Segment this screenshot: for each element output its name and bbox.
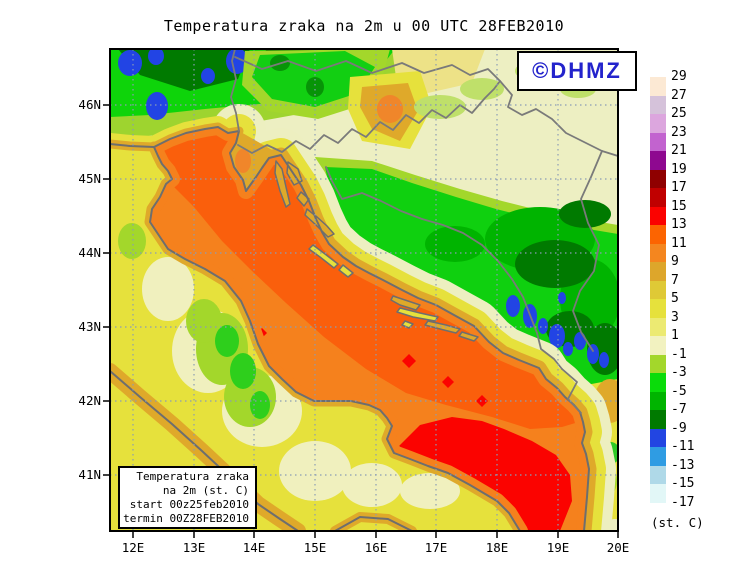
colorbar-swatch — [650, 428, 666, 447]
map-frame — [103, 48, 619, 538]
colorbar-boundary-label: 9 — [671, 254, 679, 269]
lon-tick-label: 19E — [546, 540, 570, 555]
lat-tick-label: 43N — [78, 319, 101, 334]
dhmz-logo-text: ©DHMZ — [532, 58, 622, 83]
lon-tick-label: 14E — [242, 540, 266, 555]
colorbar-boundary-label: -7 — [671, 402, 687, 417]
lon-tick-label: 13E — [182, 540, 206, 555]
forecast-info-line: termin 00Z28FEB2010 — [123, 512, 249, 525]
colorbar-swatch — [650, 132, 666, 151]
colorbar-swatch — [650, 169, 666, 188]
colorbar-boundary-label: -17 — [671, 494, 695, 510]
temperature-colorbar: 29 27 25 23 21 19 17 15 13 11 9 7 5 3 1 -1 -3 -5 -7 -9 -11 -1… — [650, 69, 710, 510]
colorbar-swatch — [650, 280, 666, 299]
colorbar-boundary-label: 27 — [671, 87, 687, 103]
colorbar-swatch — [650, 206, 666, 225]
colorbar-boundary-label: -9 — [671, 420, 687, 436]
forecast-info-line: Temperatura zraka — [136, 470, 249, 483]
colorbar-boundary-label: 13 — [671, 217, 687, 232]
axis-ticks — [103, 104, 619, 538]
colorbar-swatch — [650, 354, 666, 373]
lat-tick-label: 46N — [78, 97, 101, 112]
colorbar-boundary-label: -13 — [671, 457, 695, 473]
grid-layer — [110, 49, 618, 531]
colorbar-boundary-label: 23 — [671, 124, 687, 140]
forecast-info-box: Temperatura zraka na 2m (st. C) start 00… — [118, 466, 257, 529]
map-graphic — [103, 48, 619, 538]
colorbar-boundary-label: 1 — [671, 328, 679, 343]
colorbar-unit-label: (st. C) — [651, 515, 704, 530]
border-layer — [230, 49, 618, 414]
forecast-info-line: start 00z25feb2010 — [129, 498, 249, 511]
colorbar-boundary-label: 17 — [671, 180, 687, 195]
colorbar-boundary-label: 25 — [671, 106, 687, 121]
colorbar-boundary-label: 7 — [671, 272, 679, 288]
colorbar-swatch — [650, 151, 666, 170]
colorbar-swatch — [650, 410, 666, 429]
lat-tick-label: 45N — [78, 171, 101, 186]
colorbar-swatch — [650, 336, 666, 355]
lat-tick-label: 42N — [78, 393, 101, 408]
lat-tick-label: 44N — [78, 245, 101, 260]
lon-tick-label: 18E — [485, 540, 509, 555]
colorbar-boundary-label: 15 — [671, 198, 687, 214]
colorbar-boundary-label: -3 — [671, 365, 687, 380]
lon-tick-label: 16E — [364, 540, 388, 555]
colorbar-swatch — [650, 114, 666, 133]
colorbar-swatch — [650, 95, 666, 114]
colorbar-swatch — [650, 391, 666, 410]
lon-tick-label: 15E — [303, 540, 327, 555]
lon-tick-label: 20E — [606, 540, 630, 555]
dhmz-logo: ©DHMZ — [517, 51, 637, 91]
colorbar-swatch — [650, 243, 666, 262]
colorbar-boundary-label: 21 — [671, 143, 687, 158]
colorbar-swatch — [650, 484, 666, 503]
colorbar-swatch — [650, 299, 666, 318]
colorbar-swatch — [650, 225, 666, 244]
colorbar-boundary-label: -11 — [671, 439, 695, 454]
colorbar-boundary-label: 29 — [671, 69, 687, 84]
lon-tick-label: 12E — [121, 540, 145, 555]
lon-tick-label: 17E — [424, 540, 448, 555]
colorbar-boundary-label: -1 — [671, 346, 687, 362]
colorbar-boundary-label: -15 — [671, 476, 695, 491]
colorbar-swatch — [650, 465, 666, 484]
colorbar-swatch — [650, 447, 666, 466]
colorbar-boundary-label: 11 — [671, 235, 687, 251]
forecast-info-line: na 2m (st. C) — [162, 484, 249, 497]
colorbar-boundary-label: 19 — [671, 161, 687, 177]
colorbar-boundary-label: 5 — [671, 291, 679, 306]
colorbar-swatch — [650, 188, 666, 207]
colorbar-swatch — [650, 77, 666, 96]
lat-tick-label: 41N — [78, 467, 101, 482]
colorbar-boundary-label: -5 — [671, 383, 687, 399]
colorbar-swatch — [650, 317, 666, 336]
colorbar-swatch — [650, 373, 666, 392]
map-title: Temperatura zraka na 2m u 00 UTC 28FEB20… — [163, 17, 565, 35]
colorbar-boundary-label: 3 — [671, 309, 679, 325]
colorbar-swatch — [650, 262, 666, 281]
